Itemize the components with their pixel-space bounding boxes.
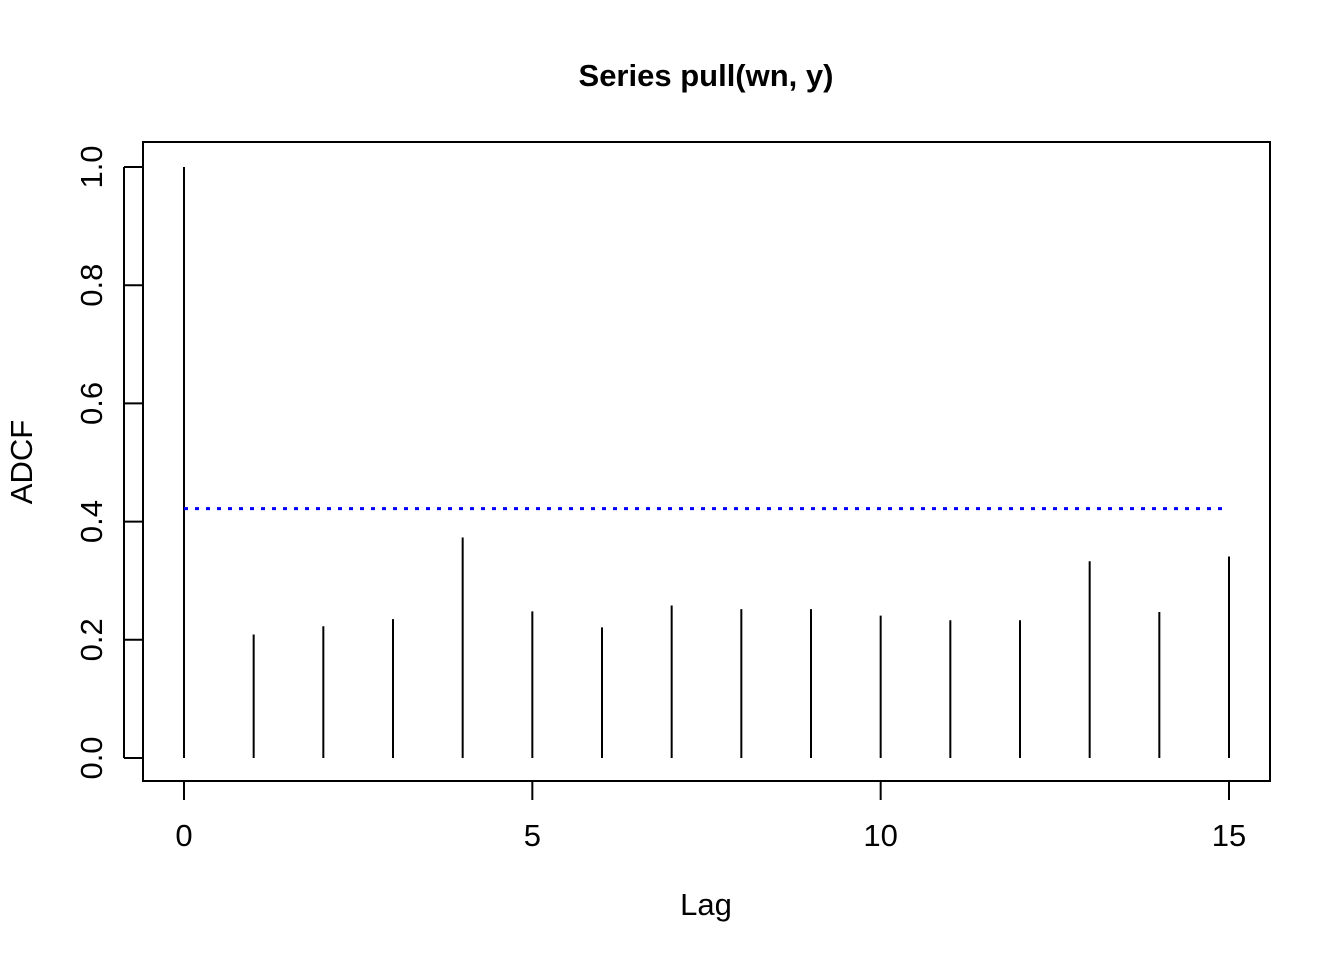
y-tick-label: 0.8 (74, 264, 109, 307)
y-axis-label: ADCF (4, 420, 39, 504)
y-axis: 0.0 0.2 0.4 0.6 0.8 1.0 (74, 145, 143, 780)
chart-title: Series pull(wn, y) (579, 58, 834, 93)
y-tick-label: 0.0 (74, 736, 109, 779)
y-tick-label: 0.4 (74, 500, 109, 543)
y-tick-label: 1.0 (74, 145, 109, 188)
x-axis-label: Lag (680, 887, 732, 922)
y-tick-label: 0.2 (74, 618, 109, 661)
x-tick-label: 10 (863, 818, 897, 853)
x-tick-label: 5 (524, 818, 541, 853)
x-axis: 0 5 10 15 (175, 780, 1246, 853)
y-tick-label: 0.6 (74, 382, 109, 425)
plot-frame (142, 141, 1271, 782)
x-tick-label: 0 (175, 818, 192, 853)
x-tick-label: 15 (1212, 818, 1246, 853)
bars (183, 167, 1230, 758)
